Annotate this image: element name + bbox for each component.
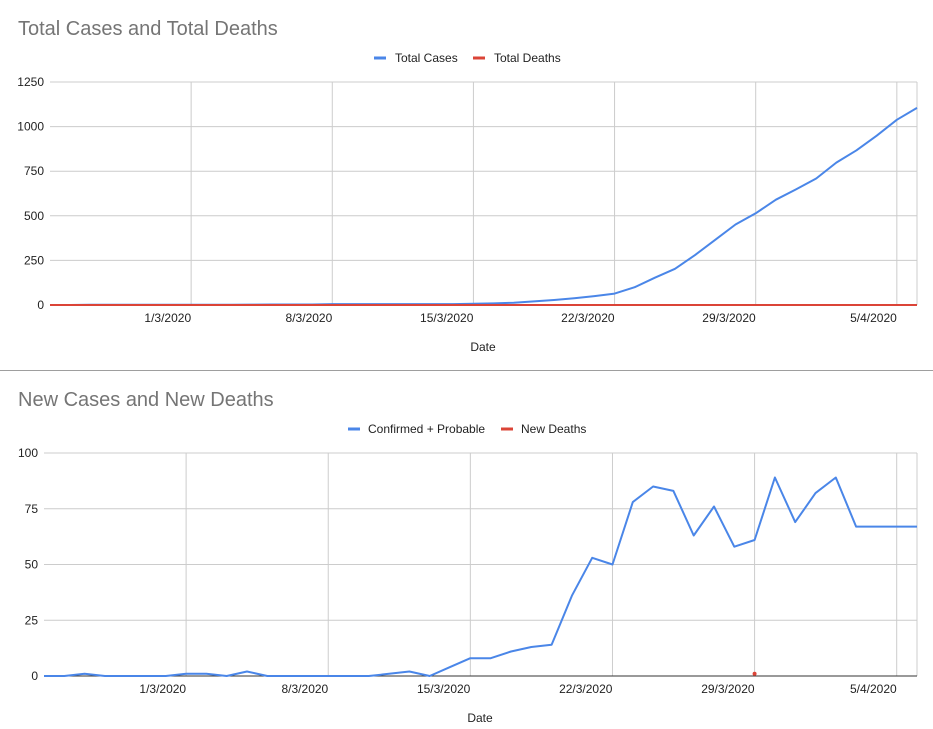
- total-cases-chart-panel: Total Cases and Total Deaths Total Cases…: [17, 18, 918, 354]
- plot-series: [44, 476, 917, 677]
- x-axis-ticks: 1/3/2020 8/3/2020 15/3/2020 22/3/2020 29/3/2…: [139, 682, 897, 696]
- legend-label-new-deaths[interactable]: New Deaths: [521, 422, 586, 436]
- x-tick-label: 1/3/2020: [144, 311, 191, 325]
- x-axis-label: Date: [467, 711, 493, 725]
- series-line-total-cases[interactable]: [50, 107, 918, 306]
- total-cases-chart: Total Cases and Total Deaths Total Cases…: [17, 18, 918, 354]
- x-axis-ticks: 1/3/2020 8/3/2020 15/3/2020 22/3/2020 29/3/2…: [144, 311, 897, 325]
- legend-label-total-deaths[interactable]: Total Deaths: [494, 51, 561, 65]
- panel-divider: [0, 370, 933, 371]
- series-line-confirmed-probable[interactable]: [44, 476, 917, 677]
- y-tick-label: 500: [24, 209, 44, 223]
- x-tick-label: 5/4/2020: [850, 311, 897, 325]
- legend: Confirmed + Probable New Deaths: [348, 422, 586, 436]
- x-tick-label: 22/3/2020: [561, 311, 615, 325]
- y-axis-ticks: 0 250 500 750 1000 1250: [17, 75, 44, 312]
- x-tick-label: 15/3/2020: [420, 311, 474, 325]
- y-tick-label: 25: [25, 613, 39, 627]
- y-tick-label: 0: [31, 669, 38, 683]
- y-tick-label: 250: [24, 253, 44, 267]
- y-tick-label: 50: [25, 558, 39, 572]
- y-tick-label: 100: [18, 446, 38, 460]
- y-axis-ticks: 0 25 50 75 100: [18, 446, 38, 683]
- x-tick-label: 5/4/2020: [850, 682, 897, 696]
- y-tick-label: 0: [37, 298, 44, 312]
- legend-label-confirmed-probable[interactable]: Confirmed + Probable: [368, 422, 485, 436]
- new-cases-chart: New Cases and New Deaths Confirmed + Pro…: [18, 389, 918, 725]
- x-tick-label: 29/3/2020: [701, 682, 755, 696]
- chart-title: Total Cases and Total Deaths: [18, 18, 278, 40]
- x-tick-label: 15/3/2020: [417, 682, 471, 696]
- y-tick-label: 1000: [17, 120, 44, 134]
- legend: Total Cases Total Deaths: [374, 51, 561, 65]
- new-cases-chart-panel: New Cases and New Deaths Confirmed + Pro…: [0, 371, 933, 729]
- chart-title: New Cases and New Deaths: [18, 389, 274, 411]
- x-axis-label: Date: [470, 340, 496, 354]
- gridlines: [44, 452, 918, 677]
- legend-label-total-cases[interactable]: Total Cases: [395, 51, 458, 65]
- x-tick-label: 22/3/2020: [559, 682, 613, 696]
- x-tick-label: 8/3/2020: [282, 682, 329, 696]
- x-tick-label: 8/3/2020: [286, 311, 333, 325]
- plot-series: [50, 107, 918, 306]
- y-tick-label: 750: [24, 164, 44, 178]
- y-tick-label: 1250: [17, 75, 44, 89]
- series-point-new-deaths[interactable]: [752, 671, 757, 676]
- x-tick-label: 1/3/2020: [139, 682, 186, 696]
- x-tick-label: 29/3/2020: [702, 311, 756, 325]
- y-tick-label: 75: [25, 502, 39, 516]
